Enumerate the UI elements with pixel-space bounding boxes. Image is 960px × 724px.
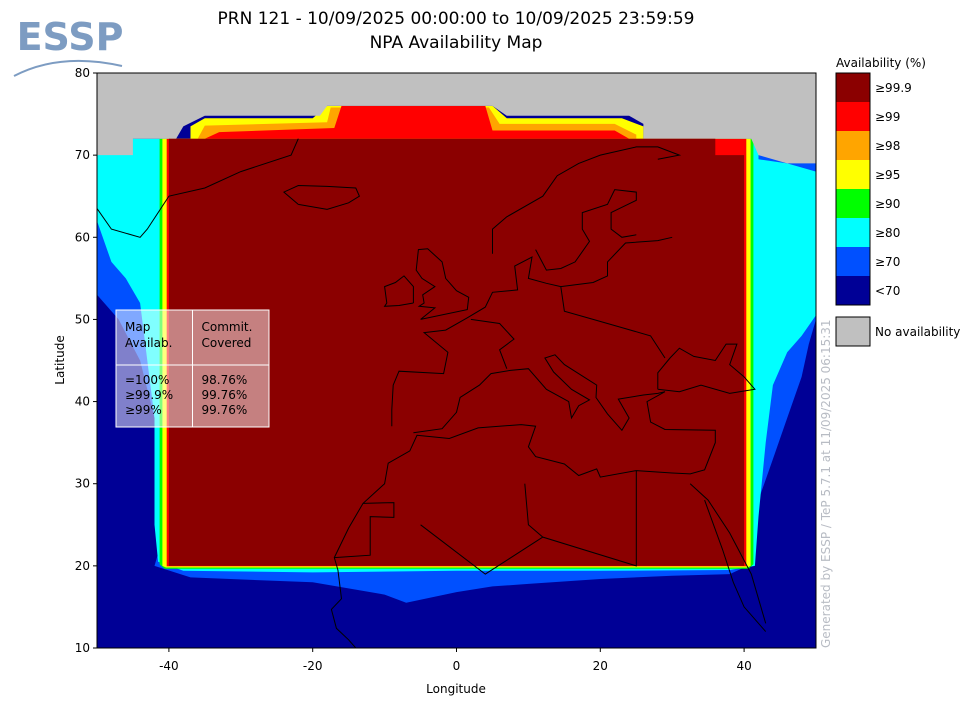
legend-label: No availability xyxy=(875,325,960,339)
title: PRN 121 - 10/09/2025 00:00:00 to 10/09/2… xyxy=(218,9,695,29)
legend-swatch xyxy=(836,247,870,276)
legend-swatch xyxy=(836,276,870,305)
table-cell-text: ≥99.9% xyxy=(125,388,173,402)
table-header: Commit. xyxy=(202,320,253,334)
y-tick-label: 80 xyxy=(75,66,90,80)
legend-swatch xyxy=(836,218,870,247)
table-cell-text: 98.76% xyxy=(202,373,248,387)
logo-text: ESSP xyxy=(17,15,124,59)
coastline xyxy=(97,138,299,238)
coastline xyxy=(282,184,361,210)
x-axis-label: Longitude xyxy=(426,682,486,696)
availability-region xyxy=(204,105,630,139)
table-header: Availab. xyxy=(125,336,172,350)
legend-label: <70 xyxy=(875,284,900,298)
x-tick-label: 20 xyxy=(593,659,608,673)
y-tick-label: 50 xyxy=(75,312,90,326)
coastline xyxy=(560,286,666,359)
watermark: Generated by ESSP / TeP 5.7.1 at 11/09/2… xyxy=(819,319,833,648)
table-cell-text: 99.76% xyxy=(202,388,248,402)
map-area xyxy=(97,73,816,648)
y-tick-label: 10 xyxy=(75,641,90,655)
coastline xyxy=(330,354,716,648)
y-tick-label: 60 xyxy=(75,230,90,244)
x-tick-label: 40 xyxy=(736,659,751,673)
logo-arc xyxy=(13,59,123,77)
legend-label: ≥95 xyxy=(875,168,900,182)
x-tick-label: -40 xyxy=(159,659,179,673)
legend-swatch xyxy=(836,131,870,160)
availability-region xyxy=(97,73,816,164)
table-cell-text: ≥99% xyxy=(125,403,162,417)
coastline xyxy=(334,502,395,559)
table-cell-text: 99.76% xyxy=(202,403,248,417)
legend-swatch xyxy=(836,160,870,189)
table-header: Map xyxy=(125,320,150,334)
table-cell xyxy=(192,309,270,428)
legend-label: ≥80 xyxy=(875,226,900,240)
coastline xyxy=(470,318,515,369)
legend-label: ≥99.9 xyxy=(875,81,912,95)
legend-swatch xyxy=(835,316,871,347)
axes: -40 -20 0 20 40 10 20 30 40 50 60 70 80 xyxy=(75,66,752,673)
legend-label: ≥70 xyxy=(875,255,900,269)
legend-title: Availability (%) xyxy=(836,56,926,70)
y-axis-label: Latitude xyxy=(53,335,67,384)
legend: Availability (%) ≥99.9 ≥99 ≥98 ≥95 ≥90 ≥80 ≥70 <… xyxy=(835,56,960,347)
legend-frame xyxy=(835,72,871,306)
summary-table: Map Availab. Commit. Covered =100% 98.76% ≥99.… xyxy=(115,309,270,428)
x-tick-label: 0 xyxy=(453,659,461,673)
legend-swatch xyxy=(836,102,870,131)
legend-swatch xyxy=(836,189,870,218)
coastline xyxy=(704,499,767,632)
table-cell-text: =100% xyxy=(125,373,169,387)
y-tick-label: 40 xyxy=(75,395,90,409)
legend-label: ≥98 xyxy=(875,139,900,153)
legend-label: ≥99 xyxy=(875,110,900,124)
coastline xyxy=(689,483,767,624)
coastline xyxy=(524,483,544,538)
availability-region xyxy=(168,138,745,566)
y-tick-label: 70 xyxy=(75,148,90,162)
y-tick-label: 30 xyxy=(75,477,90,491)
coastline xyxy=(535,189,637,271)
legend-swatch xyxy=(836,73,870,102)
coastline xyxy=(657,343,756,394)
coastline xyxy=(383,275,414,307)
legend-label: ≥90 xyxy=(875,197,900,211)
coastline xyxy=(492,146,682,254)
subtitle: NPA Availability Map xyxy=(370,33,543,53)
table-header: Covered xyxy=(202,336,252,350)
x-tick-label: -20 xyxy=(303,659,323,673)
logo: ESSP xyxy=(13,15,124,77)
coastline xyxy=(415,248,470,320)
coastline xyxy=(391,236,673,427)
y-tick-label: 20 xyxy=(75,559,90,573)
